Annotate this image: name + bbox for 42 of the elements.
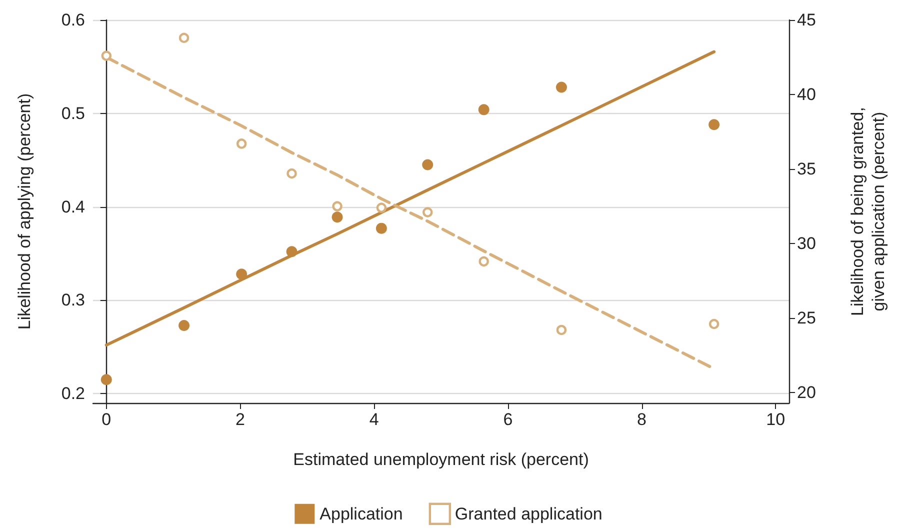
x-tick-label: 2: [235, 410, 245, 429]
y-tick-label: 0.4: [61, 197, 85, 216]
point: [478, 256, 489, 267]
point: [708, 318, 720, 330]
point: [286, 168, 297, 179]
x-tick-label: 4: [369, 410, 379, 429]
x-tick-label: 6: [503, 410, 513, 429]
point: [556, 82, 567, 93]
y-tick-label: 0.5: [61, 104, 85, 123]
point: [422, 159, 434, 170]
point: [422, 207, 433, 218]
y-tick-label: 0.2: [61, 384, 85, 404]
point: [286, 246, 298, 258]
point: [478, 104, 490, 116]
y2-tick-label: 40: [797, 85, 816, 104]
y-tick-label: 0.3: [61, 290, 85, 310]
legend-label: Application: [320, 504, 403, 524]
y2-tick-label: 45: [797, 10, 816, 30]
y2-tick-label: 30: [797, 234, 816, 254]
legend-label: Granted application: [454, 504, 602, 524]
point: [332, 212, 343, 223]
point: [556, 324, 567, 336]
point: [708, 119, 720, 130]
y-axis-title: Likelihood of applying (percent): [15, 93, 34, 330]
x-tick-label: 8: [637, 410, 647, 429]
x-tick-label: 10: [766, 410, 786, 429]
x-tick-label: 0: [102, 410, 112, 429]
y2-tick-label: 35: [797, 160, 816, 179]
y2-tick-label: 20: [797, 383, 816, 402]
y-tick-label: 0.6: [61, 10, 85, 30]
point: [100, 374, 112, 386]
y2-tick-label: 25: [797, 308, 816, 328]
point: [178, 32, 190, 43]
x-axis-title: Estimated unemployment risk (percent): [293, 450, 589, 469]
point: [332, 201, 342, 212]
point: [236, 138, 247, 149]
point: [376, 202, 387, 213]
point: [101, 50, 112, 61]
y2-axis-title: Likelihood of being granted, given application (percent): [848, 107, 888, 316]
point: [178, 320, 190, 331]
point: [236, 268, 248, 280]
point: [376, 222, 387, 234]
